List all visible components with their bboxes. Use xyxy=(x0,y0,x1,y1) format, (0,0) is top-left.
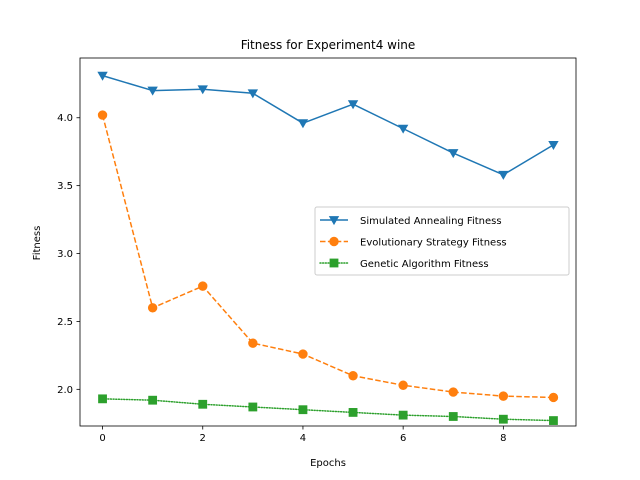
data-point xyxy=(297,119,309,129)
data-point xyxy=(448,412,458,421)
data-point xyxy=(198,281,208,291)
series-line xyxy=(102,74,554,176)
data-point xyxy=(298,349,308,359)
x-tick-label: 0 xyxy=(99,433,105,444)
x-tick-label: 2 xyxy=(200,433,206,444)
legend-entry-2: Evolutionary Strategy Fitness xyxy=(320,236,507,249)
series-3 xyxy=(98,394,558,425)
data-point xyxy=(548,392,559,403)
y-tick-label: 2.0 xyxy=(57,385,73,396)
plot-frame xyxy=(79,57,577,427)
data-point xyxy=(498,391,509,401)
data-point xyxy=(97,110,108,120)
data-point xyxy=(248,402,258,412)
data-point xyxy=(548,140,559,150)
legend-box xyxy=(314,206,570,276)
data-point xyxy=(498,170,509,180)
data-point xyxy=(97,71,108,81)
y-tick-label: 3.0 xyxy=(57,249,73,260)
data-point xyxy=(448,149,459,159)
legend: Simulated Annealing Fitness Evolutionary … xyxy=(314,206,570,276)
series-line xyxy=(101,398,555,422)
series-1 xyxy=(97,71,559,180)
chart-title: Fitness for Experiment4 wine xyxy=(241,38,416,52)
data-point xyxy=(148,395,158,405)
series-layer xyxy=(97,71,559,425)
data-point xyxy=(347,100,359,110)
y-tick-label: 3.5 xyxy=(57,181,73,192)
data-point xyxy=(147,86,158,96)
legend-label: Simulated Annealing Fitness xyxy=(360,216,502,227)
legend-marker xyxy=(329,236,339,247)
x-axis: 0 2 4 6 8 xyxy=(99,426,507,444)
data-point xyxy=(348,408,358,417)
data-point xyxy=(247,89,259,99)
data-point xyxy=(498,414,508,424)
data-point xyxy=(398,380,408,390)
data-point xyxy=(298,405,308,415)
legend-marker xyxy=(329,258,339,268)
data-point xyxy=(147,303,158,313)
legend-entry-3: Genetic Algorithm Fitness xyxy=(319,258,489,270)
x-tick-label: 8 xyxy=(500,433,506,444)
data-point xyxy=(448,387,458,397)
series-2 xyxy=(97,110,559,403)
legend-entry-1: Simulated Annealing Fitness xyxy=(320,216,502,227)
x-tick-label: 4 xyxy=(300,433,306,444)
data-point xyxy=(398,410,408,420)
y-axis-label: Fitness xyxy=(32,226,43,261)
data-point xyxy=(549,416,558,425)
data-point xyxy=(397,124,409,134)
series-line xyxy=(101,114,554,399)
legend-marker xyxy=(328,216,340,226)
y-tick-label: 4.0 xyxy=(57,113,73,124)
data-point xyxy=(197,85,208,95)
x-axis-label: Epochs xyxy=(310,458,346,469)
y-axis: 2.0 2.5 3.0 3.5 4.0 xyxy=(57,113,80,396)
legend-label: Evolutionary Strategy Fitness xyxy=(360,238,507,249)
legend-label: Genetic Algorithm Fitness xyxy=(360,259,489,270)
data-point xyxy=(98,394,107,404)
data-point xyxy=(248,338,258,348)
data-point xyxy=(348,371,358,381)
y-tick-label: 2.5 xyxy=(57,317,73,328)
x-tick-label: 6 xyxy=(400,433,406,444)
data-point xyxy=(198,399,208,409)
